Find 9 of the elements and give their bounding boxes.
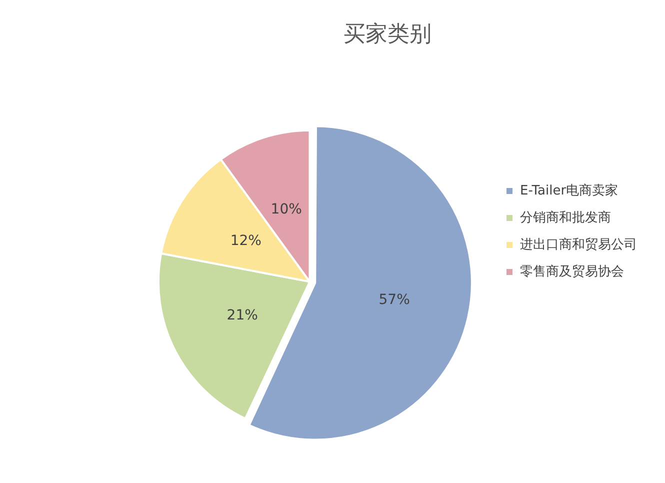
data-label: 57% <box>378 292 410 308</box>
legend-label: E-Tailer电商卖家 <box>520 182 618 198</box>
legend-label: 零售商及贸易协会 <box>520 264 624 280</box>
data-label: 10% <box>270 201 302 218</box>
legend-label: 进出口商和贸易公司 <box>520 237 637 252</box>
chart-title: 买家类别 <box>344 22 432 47</box>
data-label: 21% <box>226 308 258 324</box>
data-label: 12% <box>230 232 262 249</box>
legend-label: 分销商和批发商 <box>520 210 611 226</box>
